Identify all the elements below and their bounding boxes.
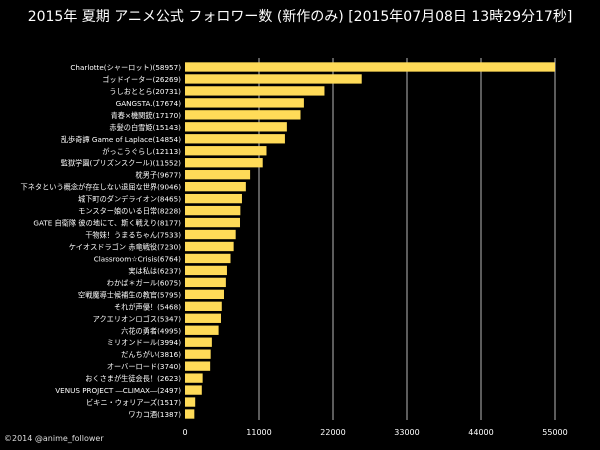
category-label: 空戦魔導士候補生の教官(5795) (78, 290, 181, 299)
category-label: 青春×機関銃(17170) (111, 111, 182, 120)
bar (185, 110, 301, 120)
category-label: 干物妹！うまるちゃん(7533) (85, 231, 181, 240)
bar (185, 86, 325, 96)
bar (185, 170, 251, 180)
category-label: おくさまが生徒会長！(2623) (85, 374, 181, 383)
bar (185, 74, 362, 84)
category-label: ビキニ・ウォリアーズ(1517) (86, 398, 181, 407)
bar (185, 205, 241, 216)
category-label: 下ネタという概念が存在しない退屈な世界(9046) (21, 183, 182, 192)
category-label: ゴッドイーター(26269) (102, 75, 181, 84)
bar (185, 217, 241, 228)
bar (185, 62, 555, 72)
x-tick-label: 22000 (320, 428, 345, 437)
category-label: オーバーロード(3740) (107, 362, 181, 371)
category-label: 実は私は(6237) (128, 266, 181, 275)
category-label: Charlotte(シャーロット)(58957) (70, 63, 181, 72)
category-label: だんちがい(3816) (121, 350, 181, 359)
category-label: ワカコ酒(1387) (128, 410, 181, 419)
bar (185, 229, 236, 240)
category-label: わかば＊ガール(6075) (107, 278, 181, 287)
category-label: 六花の勇者(4995) (121, 326, 181, 335)
bar (185, 158, 263, 168)
copyright-text: ©2014 @anime_follower (4, 434, 104, 443)
category-label: モンスター娘のいる日常(8228) (78, 207, 181, 216)
category-label: ミリオンドール(3994) (107, 338, 181, 347)
bar (185, 409, 195, 419)
bar (185, 313, 221, 323)
bar (185, 98, 304, 108)
category-label: ケイオスドラゴン 赤竜戦役(7230) (69, 242, 181, 251)
category-label: それが声優！(5468) (114, 302, 181, 311)
bar (185, 193, 242, 204)
category-label: GATE 自衛隊 彼の地にて、斯く戦えり(8177) (33, 219, 181, 228)
bar (185, 277, 226, 288)
bar (185, 253, 231, 264)
x-tick-label: 44000 (468, 428, 493, 437)
bar (185, 289, 224, 300)
category-label: 監獄学園(プリズンスクール)(11552) (61, 159, 181, 168)
bar (185, 349, 211, 359)
bar (185, 122, 287, 132)
category-label: 乱歩奇譚 Game of Laplace(14854) (61, 135, 181, 144)
bar (185, 373, 203, 383)
x-tick-label: 0 (182, 428, 187, 437)
category-label: アクエリオンロゴス(5347) (93, 314, 182, 323)
category-label: 枕男子(9677) (136, 171, 182, 180)
category-label: 赤髪の白雪姫(15143) (109, 123, 181, 132)
bar (185, 146, 267, 156)
bar (185, 134, 285, 144)
category-label: うしおととら(20731) (109, 87, 181, 96)
bar (185, 385, 202, 395)
category-label: がっこうぐらし(12113) (102, 147, 181, 156)
category-label: Classroom☆Crisis(6764) (94, 254, 181, 263)
bar (185, 181, 246, 192)
bar (185, 265, 227, 276)
bar (185, 397, 196, 407)
bar (185, 337, 212, 347)
category-label: 城下町のダンデライオン(8465) (78, 195, 181, 204)
x-tick-label: 33000 (394, 428, 419, 437)
x-tick-label: 11000 (246, 428, 271, 437)
x-tick-label: 55000 (542, 428, 567, 437)
chart-title: 2015年 夏期 アニメ公式 フォロワー数 (新作のみ) [2015年07月08… (27, 9, 573, 25)
bar (185, 325, 219, 335)
bar (185, 361, 211, 371)
category-label: VENUS PROJECT ―CLIMAX―(2497) (55, 386, 181, 395)
bar (185, 241, 234, 252)
bar (185, 301, 222, 311)
category-label: GANGSTA.(17674) (116, 99, 182, 108)
